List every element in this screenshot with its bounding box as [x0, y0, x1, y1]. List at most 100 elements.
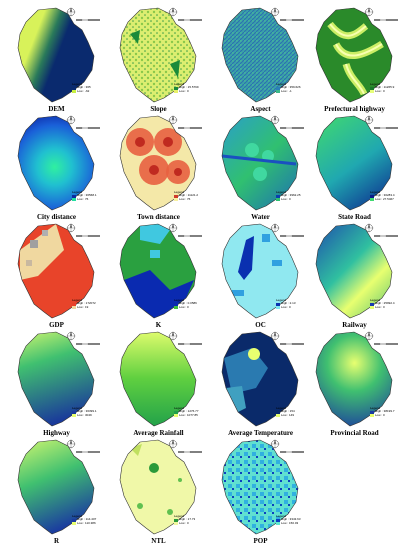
map-rainfall — [119, 331, 197, 427]
scale-bar-icon — [374, 235, 398, 237]
legend-low-swatch — [174, 306, 178, 310]
north-arrow-icon — [270, 115, 280, 125]
legend-railway: Legend High : 25992.4 Low : 0 — [370, 298, 402, 319]
legend-high-label: High : 154 — [281, 409, 295, 414]
legend-high-label: High : 17.73 — [179, 517, 196, 522]
legend-low-swatch — [72, 306, 76, 310]
legend-low-label: Low : 149 — [281, 412, 295, 417]
map-water — [221, 115, 299, 211]
scale-bar-icon — [76, 19, 100, 21]
legend-town: Legend High : 11121.2 Low : 76 — [174, 190, 206, 211]
panel-title: Water — [251, 213, 270, 221]
legend-high-swatch — [174, 302, 178, 306]
north-arrow-icon — [270, 439, 280, 449]
scale-bar-icon — [280, 127, 304, 129]
scale-bar-icon — [178, 343, 202, 345]
scale-bar-icon — [280, 343, 304, 345]
legend-oc: Legend High : 2.13 Low : 0 — [276, 298, 308, 319]
panel-title: R — [53, 537, 60, 545]
legend-low-label: Low : 76 — [179, 196, 191, 201]
map-panel-ntl: Legend High : 17.73 Low : 0 NTL — [110, 436, 207, 545]
north-arrow-icon — [66, 115, 76, 125]
legend-high-swatch — [370, 302, 374, 306]
legend-high-swatch — [72, 86, 76, 90]
legend-high-label: High : 114.407 — [77, 517, 97, 522]
map-panel-highway: Legend High : 36399.1 Low : 3049 Highway — [8, 328, 105, 437]
legend-low-label: Low : 76 — [77, 196, 89, 201]
north-arrow-icon — [168, 331, 178, 341]
legend-k: Legend High : 0.0586 Low : 0 — [174, 298, 206, 319]
map-dem — [17, 7, 95, 103]
legend-title: Legend — [72, 190, 83, 194]
north-arrow-icon — [364, 223, 374, 233]
legend-high-label: High : 11121.2 — [179, 193, 199, 198]
map-temperature — [221, 331, 299, 427]
legend-state: Legend High : 30283.4 Low : 27.5467 — [370, 190, 402, 211]
north-arrow-icon — [168, 439, 178, 449]
map-town — [119, 115, 197, 211]
panel-title: K — [155, 321, 162, 329]
legend-low-label: Low : 0 — [281, 196, 291, 201]
map-state — [315, 115, 393, 211]
legend-aspect: Legend High : 359.626 Low : -1 — [276, 82, 308, 103]
legend-low-label: Low : -62 — [77, 88, 90, 93]
north-arrow-icon — [364, 115, 374, 125]
legend-high-label: High : 359.626 — [281, 85, 301, 90]
legend-low-swatch — [276, 306, 280, 310]
legend-high-label: High : 2.13 — [281, 301, 296, 306]
legend-title: Legend — [276, 298, 287, 302]
legend-title: Legend — [276, 514, 287, 518]
north-arrow-icon — [66, 7, 76, 17]
legend-title: Legend — [276, 82, 287, 86]
legend-high-swatch — [72, 518, 76, 522]
map-panel-temperature: Legend High : 154 Low : 149 Average Temp… — [212, 328, 309, 437]
panel-title: GDP — [49, 321, 64, 329]
map-panel-oc: Legend High : 2.13 Low : 0 OC — [212, 220, 309, 329]
map-panel-city: Legend High : 36568.1 Low : 76 City dist… — [8, 112, 105, 221]
map-panel-aspect: Legend High : 359.626 Low : -1 Aspect — [212, 4, 309, 113]
legend-low-swatch — [174, 522, 178, 526]
scale-bar-icon — [76, 451, 100, 453]
legend-low-label: Low : 0 — [179, 520, 189, 525]
map-ntl — [119, 439, 197, 535]
legend-low-swatch — [72, 198, 76, 202]
north-arrow-icon — [66, 331, 76, 341]
scale-bar-icon — [374, 343, 398, 345]
scale-bar-icon — [280, 451, 304, 453]
scale-bar-icon — [178, 235, 202, 237]
legend-high-label: High : 0.0586 — [179, 301, 197, 306]
legend-low-label: Low : 0 — [179, 304, 189, 309]
legend-highway: Legend High : 36399.1 Low : 3049 — [72, 406, 104, 427]
legend-low-label: Low : 110.386 — [77, 520, 96, 525]
legend-title: Legend — [370, 298, 381, 302]
legend-low-swatch — [370, 198, 374, 202]
legend-title: Legend — [174, 190, 185, 194]
map-gdp — [17, 223, 95, 319]
map-k — [119, 223, 197, 319]
legend-high-swatch — [174, 518, 178, 522]
map-panel-dem: Legend High : 365 Low : -62 DEM — [8, 4, 105, 113]
legend-title: Legend — [72, 298, 83, 302]
panel-title: Town distance — [137, 213, 180, 221]
map-railway — [315, 223, 393, 319]
panel-title: Average Rainfall — [133, 429, 184, 437]
map-panel-prefectural: Legend High : 11265.9 Low : 0 Prefectura… — [306, 4, 403, 113]
north-arrow-icon — [66, 223, 76, 233]
legend-title: Legend — [174, 514, 185, 518]
scale-bar-icon — [374, 127, 398, 129]
map-highway — [17, 331, 95, 427]
legend-city: Legend High : 36568.1 Low : 76 — [72, 190, 104, 211]
legend-high-label: High : 3343.63 — [281, 517, 301, 522]
panel-title: DEM — [48, 105, 65, 113]
legend-low-swatch — [276, 198, 280, 202]
scale-bar-icon — [76, 343, 100, 345]
panel-title: Slope — [150, 105, 167, 113]
legend-high-swatch — [72, 194, 76, 198]
legend-high-swatch — [276, 518, 280, 522]
panel-title: State Road — [338, 213, 371, 221]
scale-bar-icon — [280, 19, 304, 21]
scale-bar-icon — [280, 235, 304, 237]
map-oc — [221, 223, 299, 319]
legend-high-label: High : 38199.7 — [375, 409, 395, 414]
legend-low-swatch — [72, 414, 76, 418]
